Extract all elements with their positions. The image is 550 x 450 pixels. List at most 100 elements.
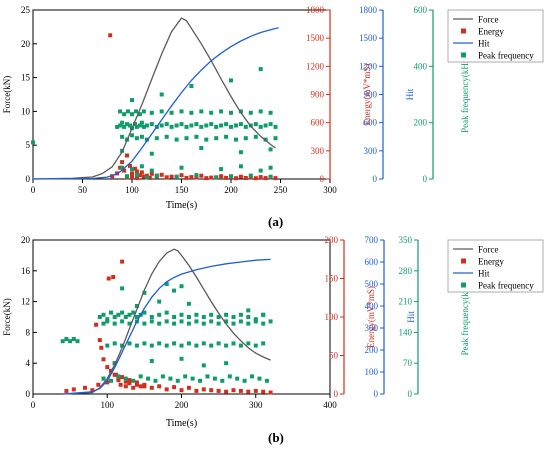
peak-frequency-point-b — [109, 378, 113, 383]
y-tick-label-3-b: 350 — [399, 235, 413, 245]
peak-frequency-point-b — [224, 343, 229, 348]
peak-frequency-point-b — [179, 343, 184, 348]
y-tick-label-3-b: 210 — [399, 297, 413, 307]
peak-frequency-point-b — [201, 363, 206, 368]
energy-point-a — [209, 175, 214, 180]
force-line-b — [62, 248, 271, 395]
peak-frequency-point-b — [116, 312, 121, 317]
energy-point-a — [120, 160, 125, 165]
peak-frequency-point-a — [139, 134, 144, 139]
peak-frequency-point-b — [112, 315, 117, 319]
energy-point-b — [209, 388, 214, 393]
energy-point-a — [234, 176, 238, 181]
energy-point-a — [258, 175, 263, 180]
y-tick-label-1-a: 600 — [311, 118, 325, 128]
peak-frequency-point-b — [205, 374, 210, 379]
peak-frequency-point-a — [134, 136, 139, 141]
y-tick-label-0-a: 20 — [21, 39, 31, 49]
y-axis-label-0-b: Force(kN) — [2, 298, 12, 336]
peak-frequency-point-b — [186, 321, 191, 326]
legend-swatch-energy-a — [461, 28, 466, 34]
legend-swatch-peak-frequency-a — [461, 52, 466, 58]
y-tick-label-3-a: 200 — [414, 118, 428, 128]
energy-point-a — [184, 175, 189, 180]
peak-frequency-point-a — [130, 112, 134, 117]
peak-frequency-point-b — [134, 315, 139, 319]
peak-frequency-point-b — [216, 321, 221, 326]
peak-frequency-point-b — [105, 343, 110, 348]
peak-frequency-point-b — [127, 312, 132, 317]
peak-frequency-point-a — [214, 136, 219, 141]
peak-frequency-point-b — [127, 341, 132, 346]
x-tick-label-b: 200 — [175, 400, 189, 410]
peak-frequency-point-a — [248, 110, 253, 115]
peak-frequency-point-a — [268, 165, 273, 170]
peak-frequency-point-b — [157, 321, 162, 326]
energy-point-b — [172, 385, 177, 390]
peak-frequency-point-a — [134, 109, 138, 114]
peak-frequency-point-b — [127, 321, 132, 326]
y-tick-label-2-b: 200 — [365, 345, 379, 355]
peak-frequency-point-a — [234, 137, 238, 142]
peak-frequency-point-b — [138, 374, 143, 379]
y-tick-label-0-b: 16 — [21, 266, 31, 276]
peak-frequency-point-a — [273, 124, 278, 129]
peak-frequency-point-a — [130, 98, 134, 103]
hit-line-b — [62, 258, 271, 395]
peak-frequency-point-b — [157, 312, 162, 317]
plot-frame-a — [32, 9, 331, 180]
energy-point-a — [147, 175, 152, 180]
peak-frequency-point-a — [268, 174, 273, 179]
peak-frequency-point-a — [238, 122, 243, 127]
energy-point-b — [186, 385, 191, 390]
peak-frequency-point-b — [179, 319, 184, 324]
peak-frequency-point-a — [125, 174, 129, 179]
peak-frequency-point-b — [149, 359, 154, 363]
peak-frequency-point-a — [128, 123, 132, 128]
peak-frequency-point-a — [219, 109, 224, 114]
peak-frequency-point-b — [231, 341, 236, 346]
peak-frequency-point-b — [175, 378, 180, 383]
peak-frequency-point-a — [122, 112, 127, 117]
y-tick-label-3-b: 70 — [403, 358, 413, 368]
peak-frequency-point-b — [123, 376, 128, 381]
legend-label-peak-frequency-b: Peak frequency — [478, 281, 534, 291]
energy-point-a — [134, 176, 139, 181]
energy-point-b — [99, 345, 104, 350]
peak-frequency-point-b — [209, 343, 214, 348]
y-tick-label-0-a: 0 — [26, 174, 31, 184]
peak-frequency-point-a — [238, 164, 243, 169]
peak-frequency-point-a — [273, 136, 278, 141]
peak-frequency-point-b — [242, 378, 247, 383]
legend-label-peak-frequency-a: Peak frequency — [478, 51, 534, 61]
energy-point-a — [130, 171, 134, 176]
energy-point-b — [120, 375, 125, 380]
peak-frequency-point-a — [144, 175, 149, 180]
y-tick-label-2-a: 1500 — [359, 33, 378, 43]
peak-frequency-point-b — [220, 378, 225, 383]
y-tick-label-2-a: 900 — [364, 90, 378, 100]
y-tick-label-0-b: 0 — [26, 389, 31, 399]
x-tick-label-b: 400 — [323, 400, 337, 410]
y-tick-label-1-a: 900 — [311, 90, 325, 100]
peak-frequency-point-b — [120, 319, 125, 324]
peak-frequency-point-a — [234, 123, 238, 128]
y-tick-label-2-b: 700 — [365, 235, 379, 245]
peak-frequency-point-b — [149, 319, 154, 324]
x-tick-label-a: 100 — [125, 185, 139, 195]
peak-frequency-point-b — [101, 376, 106, 381]
energy-point-b — [112, 372, 117, 377]
y-axis-label-2-b: Hit — [406, 311, 416, 323]
y-tick-label-2-b: 500 — [365, 279, 379, 289]
peak-frequency-point-a — [154, 173, 159, 178]
energy-point-b — [97, 338, 102, 343]
peak-frequency-point-a — [174, 123, 179, 128]
peak-frequency-point-b — [253, 317, 258, 322]
peak-frequency-point-b — [109, 310, 113, 315]
peak-frequency-point-b — [194, 343, 199, 348]
x-tick-label-a: 200 — [224, 185, 238, 195]
peak-frequency-point-b — [168, 376, 173, 381]
peak-frequency-point-a — [130, 167, 134, 172]
peak-frequency-point-a — [258, 124, 263, 129]
legend-swatch-energy-b — [461, 258, 466, 264]
